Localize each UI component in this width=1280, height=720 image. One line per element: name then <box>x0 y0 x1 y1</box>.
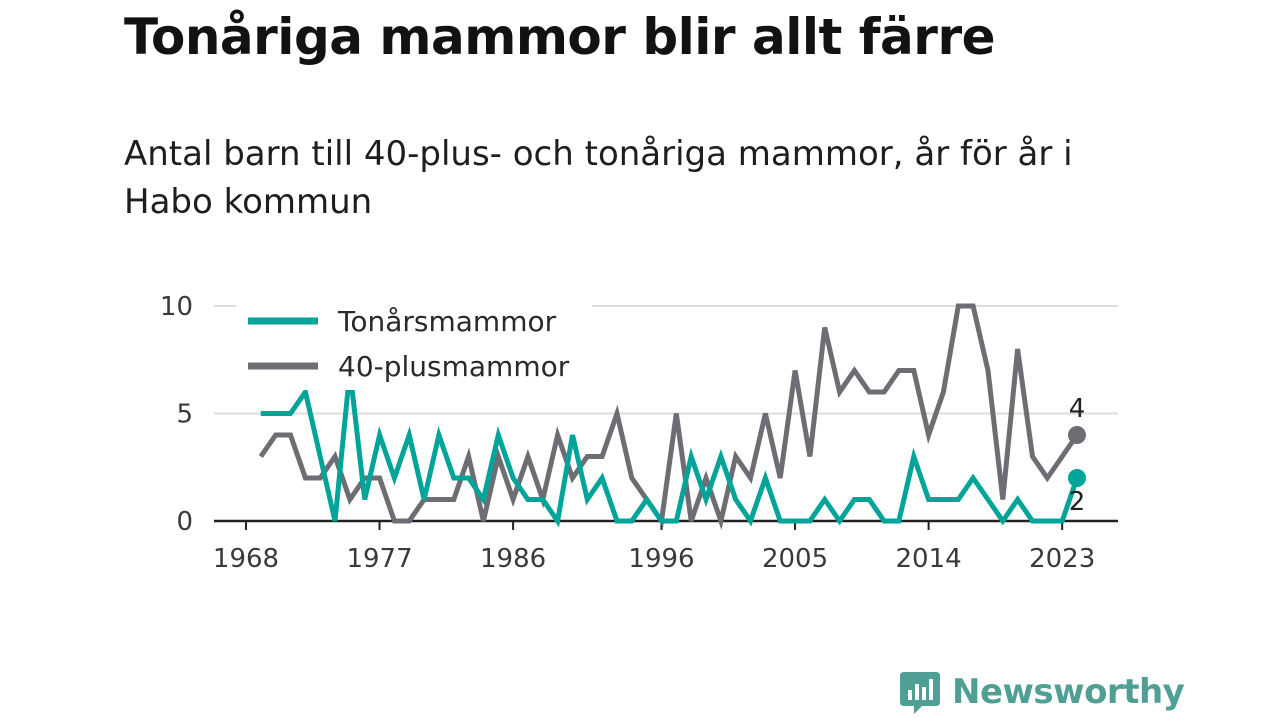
end-point-forty <box>1068 426 1086 444</box>
y-tick-label: 0 <box>176 507 193 537</box>
brand-name: Newsworthy <box>952 672 1185 712</box>
y-tick-label: 10 <box>160 292 193 322</box>
end-label-forty: 4 <box>1069 394 1086 424</box>
legend-label-teen: Tonårsmammor <box>337 305 557 338</box>
legend: Tonårsmammor 40-plusmammor <box>236 290 592 390</box>
line-chart: 0 5 10 1968 1977 1986 1996 2005 2014 2023 Tonårs… <box>160 290 1118 574</box>
chart-subtitle: Antal barn till 40-plus- och tonåriga ma… <box>124 134 1073 222</box>
newsworthy-logo: Newsworthy <box>900 668 1185 716</box>
x-tick-label: 2014 <box>896 544 962 574</box>
x-tick-label: 1968 <box>213 544 279 574</box>
series-line-teen <box>260 370 1080 528</box>
y-tick-label: 5 <box>176 400 193 430</box>
legend-label-forty: 40-plusmammor <box>338 350 570 383</box>
bar-chart-icon <box>900 672 940 714</box>
x-axis: 1968 1977 1986 1996 2005 2014 2023 <box>213 519 1118 574</box>
end-label-teen: 2 <box>1069 487 1086 517</box>
series-lines <box>258 303 1080 531</box>
x-tick-label: 2023 <box>1029 544 1095 574</box>
x-tick-label: 1996 <box>628 544 694 574</box>
x-tick-label: 2005 <box>762 544 828 574</box>
chart-title: Tonåriga mammor blir allt färre <box>124 8 996 66</box>
x-tick-label: 1986 <box>480 544 546 574</box>
end-point-teen <box>1068 469 1086 487</box>
legend-background <box>236 290 592 390</box>
series-line-forty <box>258 303 1080 531</box>
x-tick-label: 1977 <box>346 544 412 574</box>
y-axis: 0 5 10 <box>160 292 193 537</box>
end-points: 24 <box>1068 394 1086 517</box>
